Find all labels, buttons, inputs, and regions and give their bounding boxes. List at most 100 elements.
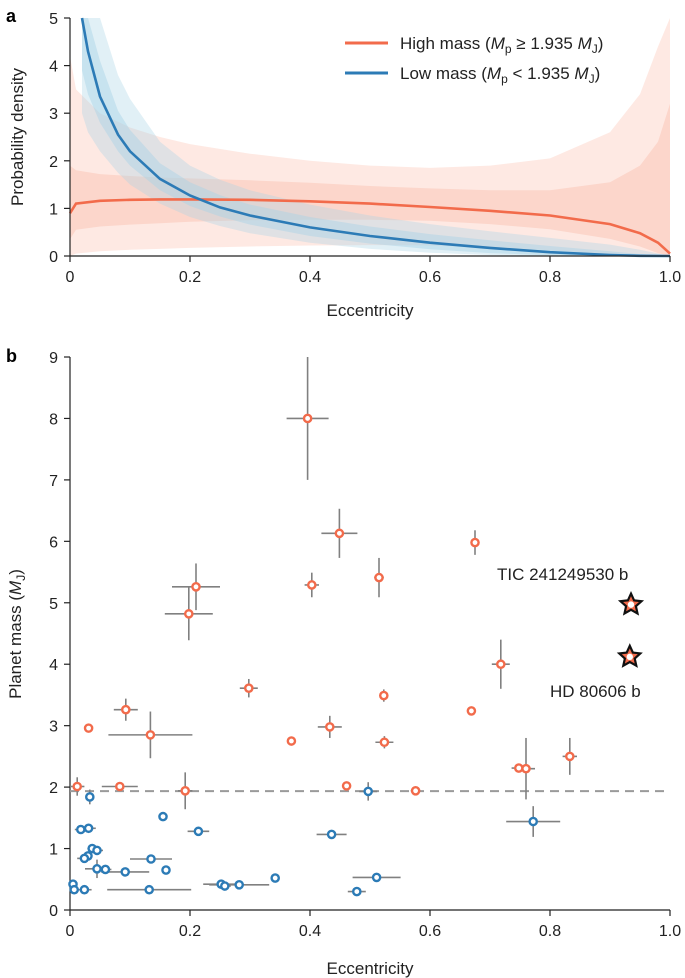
high-mass-point	[374, 572, 384, 583]
panel-b-ytick-label: 3	[49, 719, 58, 736]
panel-a-xtick-label: 0.6	[419, 269, 441, 286]
panel-b-xtick-label: 0.8	[539, 923, 561, 940]
low-outer-band	[82, 18, 670, 256]
panel-b-ytick-label: 4	[49, 657, 58, 674]
high-mass-point	[470, 537, 480, 548]
high-mass-point	[145, 730, 156, 740]
annotation-tic: TIC 241249530 b	[497, 565, 628, 584]
legend-high-label: High mass (Mp ≥ 1.935 MJ)	[400, 34, 603, 56]
low-mass-point	[363, 786, 374, 797]
low-mass-point	[92, 845, 102, 856]
panel-b: b 0 0.2 0.4 0.6 0.8 1.0 0 1 2 3 4 5 6 7 8 9 TIC 2412495…	[6, 346, 681, 978]
panel-a-ytick-label: 2	[49, 154, 58, 171]
high-mass-point	[466, 706, 477, 716]
panel-b-highlight-stars	[616, 590, 645, 668]
annotation-hd: HD 80606 b	[550, 682, 641, 701]
panel-b-xtick-label: 0	[66, 923, 75, 940]
panel-b-error-bars	[70, 357, 577, 893]
high-mass-point	[286, 736, 297, 746]
low-mass-point	[76, 824, 86, 835]
panel-b-points	[68, 413, 575, 897]
low-mass-point	[270, 873, 281, 883]
high-mass-point	[334, 528, 345, 539]
high-mass-point	[180, 785, 190, 796]
panel-b-xtick-label: 0.6	[419, 923, 441, 940]
panel-b-ytick-label: 6	[49, 534, 58, 551]
panel-a-lines	[68, 17, 671, 258]
high-mass-point	[565, 751, 575, 762]
panel-a-ytick-label: 3	[49, 106, 58, 123]
highlight-star-center	[626, 653, 633, 661]
high-mass-point	[521, 763, 531, 774]
high-mass-point	[341, 781, 352, 791]
panel-b-ytick-label: 7	[49, 473, 58, 490]
high-mass-point	[379, 737, 390, 748]
panel-b-ytick-label: 8	[49, 411, 58, 428]
panel-b-ytick-label: 1	[49, 842, 58, 859]
low-mass-point	[120, 867, 130, 877]
high-outer-band	[70, 18, 670, 256]
panel-b-xtick-label: 0.2	[179, 923, 201, 940]
low-mass-point	[234, 880, 244, 890]
panel-b-ytick-label: 0	[49, 903, 58, 920]
panel-b-ytick-label: 5	[49, 596, 58, 613]
panel-a-axes: 0 0.2 0.4 0.6 0.8 1.0 0 1 2 3 4 5	[49, 11, 681, 286]
high-mass-point	[191, 582, 201, 592]
panel-a-ylabel: Probability density	[8, 68, 27, 206]
low-mass-point	[83, 823, 94, 834]
panel-b-label: b	[6, 346, 17, 366]
high-mass-point	[302, 413, 313, 424]
panel-a-ytick-label: 0	[49, 249, 58, 266]
low-mass-point	[219, 881, 230, 891]
low-mass-point	[69, 884, 79, 895]
high-mass-point	[324, 722, 335, 732]
low-mass-point	[326, 829, 337, 840]
low-density-line	[80, 17, 671, 258]
panel-a-ytick-label: 5	[49, 11, 58, 28]
panel-a-label: a	[6, 6, 17, 26]
high-mass-point	[306, 580, 317, 590]
low-mass-point	[79, 884, 90, 895]
high-mass-point	[378, 690, 389, 701]
low-mass-point	[193, 826, 204, 837]
low-mass-point	[158, 811, 168, 822]
legend: High mass (Mp ≥ 1.935 MJ) Low mass (Mp <…	[345, 34, 603, 86]
high-inner-band	[70, 103, 670, 256]
low-mass-point	[371, 872, 382, 883]
panel-a-xlabel: Eccentricity	[327, 301, 414, 320]
panel-a-xtick-label: 0.8	[539, 269, 561, 286]
legend-low-label: Low mass (Mp < 1.935 MJ)	[400, 64, 600, 86]
panel-a-xtick-label: 0	[66, 269, 75, 286]
panel-b-axes: 0 0.2 0.4 0.6 0.8 1.0 0 1 2 3 4 5 6 7 8 9	[49, 350, 681, 940]
high-mass-point	[183, 609, 194, 619]
low-mass-point	[100, 864, 111, 875]
high-mass-point	[115, 781, 125, 792]
panel-a-ytick-label: 4	[49, 59, 58, 76]
panel-b-ytick-label: 9	[49, 350, 58, 367]
low-mass-point	[161, 865, 171, 875]
panel-b-ylabel: Planet mass (MJ)	[6, 569, 28, 699]
high-mass-point	[243, 683, 254, 693]
high-density-line	[68, 198, 671, 255]
low-mass-point	[146, 854, 156, 864]
low-mass-point	[144, 884, 154, 895]
high-mass-point	[495, 659, 506, 670]
panel-a-xtick-label: 0.2	[179, 269, 201, 286]
panel-a-xtick-label: 0.4	[299, 269, 321, 286]
low-mass-point	[85, 792, 95, 802]
panel-a-xtick-label: 1.0	[659, 269, 681, 286]
low-mass-point	[92, 864, 102, 874]
panel-b-xtick-label: 0.4	[299, 923, 321, 940]
low-mass-point	[79, 853, 90, 864]
panel-a-ytick-label: 1	[49, 201, 58, 218]
high-mass-point	[121, 704, 131, 715]
high-mass-point	[72, 781, 82, 792]
panel-a-credible-bands	[70, 18, 670, 256]
panel-b-xlabel: Eccentricity	[327, 959, 414, 978]
panel-a: a 0 0.2 0.4 0.6 0.8 1.0 0 1 2 3 4 5 Eccentricity Pr…	[6, 6, 681, 320]
high-mass-point	[83, 723, 94, 733]
highlight-star-center	[627, 601, 635, 608]
panel-b-xtick-label: 1.0	[659, 923, 681, 940]
low-mass-point	[528, 816, 539, 827]
